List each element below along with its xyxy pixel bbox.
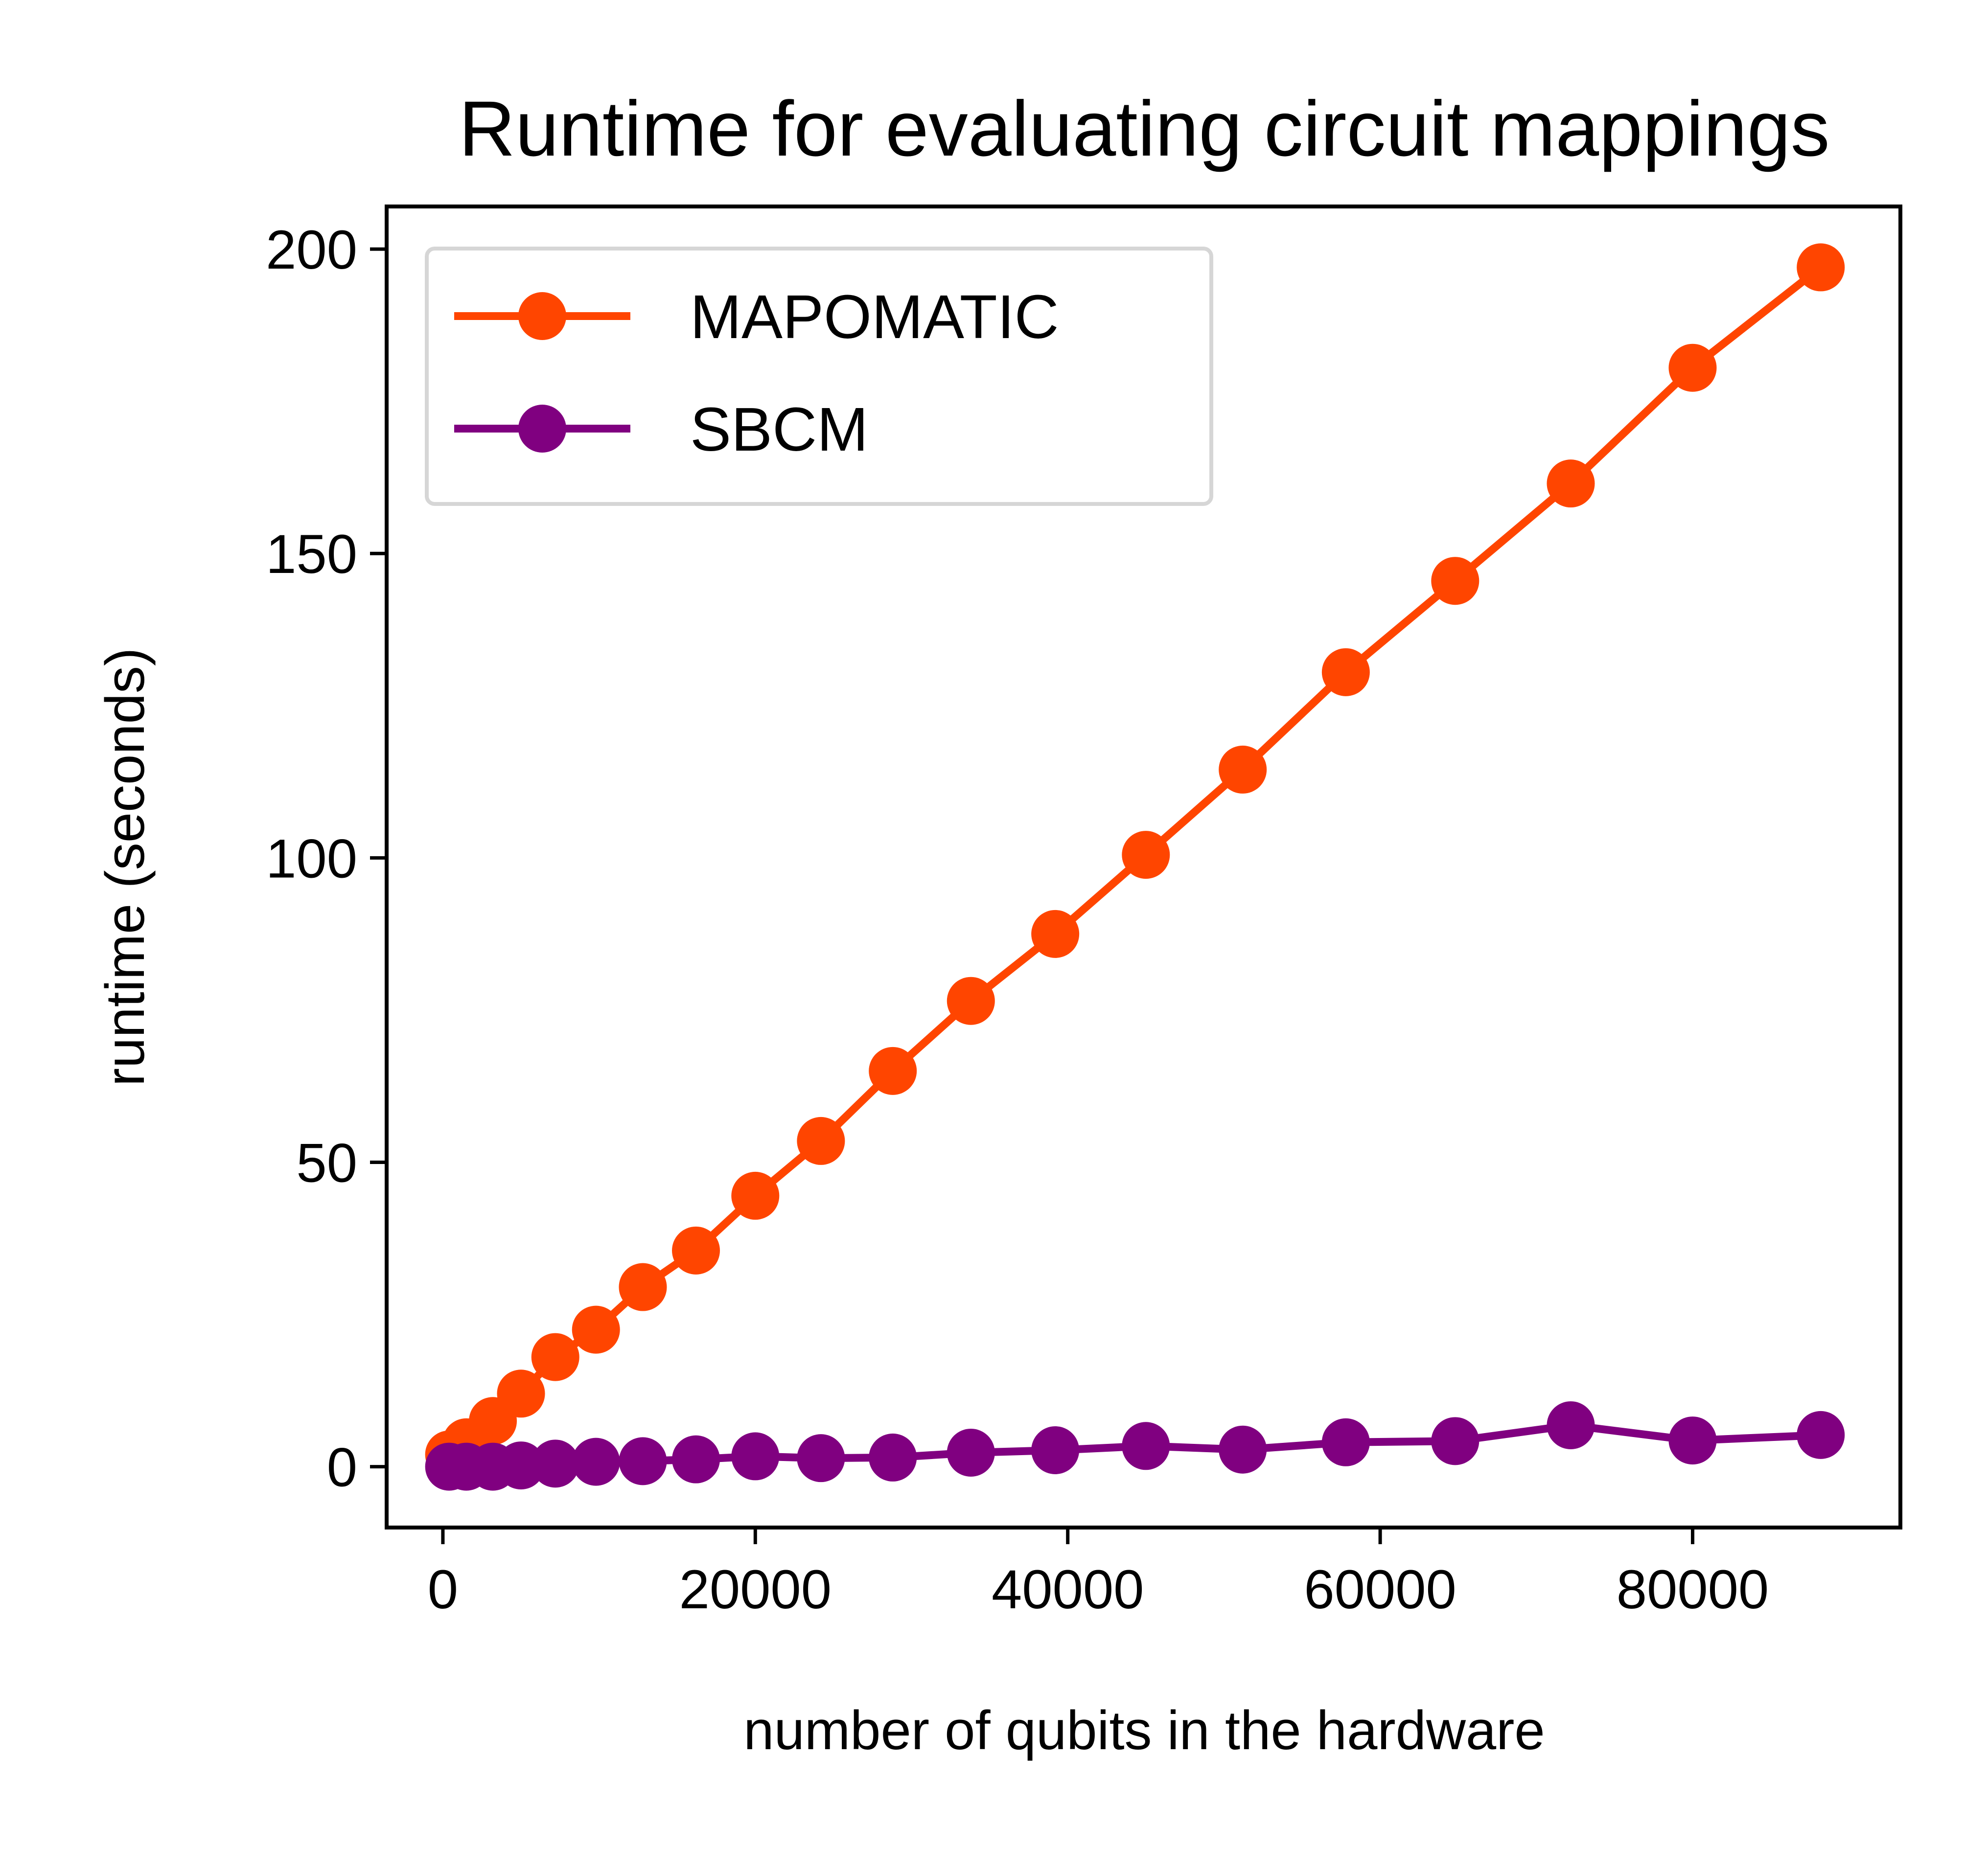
- data-point: [619, 1263, 667, 1311]
- x-tick-label: 60000: [1304, 1559, 1456, 1620]
- data-point: [672, 1435, 720, 1484]
- data-point: [572, 1305, 620, 1354]
- y-tick-label: 150: [266, 524, 357, 585]
- data-point: [1219, 745, 1267, 794]
- data-point: [947, 1428, 995, 1477]
- legend-label: MAPOMATIC: [690, 282, 1059, 351]
- data-point: [1031, 1426, 1080, 1474]
- data-point: [869, 1047, 917, 1095]
- data-point: [497, 1370, 545, 1418]
- x-axis: 0 20000 40000 60000 80000: [428, 1528, 1769, 1620]
- y-axis-label: runtime (seconds): [94, 648, 156, 1086]
- data-point: [1668, 343, 1717, 392]
- data-point: [1031, 910, 1080, 958]
- x-axis-label: number of qubits in the hardware: [743, 1700, 1545, 1761]
- x-tick-label: 0: [428, 1559, 458, 1620]
- data-point: [1431, 557, 1479, 605]
- data-point: [1321, 1418, 1370, 1466]
- plot-frame: [385, 205, 1902, 1529]
- data-point: [1122, 1422, 1170, 1470]
- data-point: [1668, 1416, 1717, 1465]
- plot-area: [425, 243, 1845, 1491]
- data-point: [797, 1434, 845, 1483]
- data-point: [1321, 648, 1370, 696]
- data-point: [619, 1437, 667, 1485]
- legend: MAPOMATIC SBCM: [425, 247, 1213, 506]
- data-point: [531, 1333, 579, 1381]
- data-point: [947, 977, 995, 1025]
- data-point: [1797, 243, 1845, 292]
- data-point: [1547, 1401, 1595, 1449]
- y-axis: 0 50 100 150 200: [266, 219, 387, 1498]
- data-point: [731, 1171, 780, 1220]
- data-point: [1797, 1411, 1845, 1459]
- legend-entry: SBCM: [454, 395, 868, 464]
- chart-title: Runtime for evaluating circuit mappings: [459, 85, 1829, 172]
- y-tick-label: 50: [296, 1132, 357, 1193]
- x-tick-label: 80000: [1617, 1559, 1769, 1620]
- data-point: [1219, 1425, 1267, 1474]
- data-point: [1122, 831, 1170, 879]
- series-sbcm: [425, 1401, 1845, 1491]
- data-point: [797, 1117, 845, 1165]
- data-point: [1547, 459, 1595, 508]
- data-point: [672, 1226, 720, 1275]
- data-point: [572, 1438, 620, 1486]
- legend-entry: MAPOMATIC: [454, 282, 1059, 351]
- data-point: [531, 1439, 579, 1488]
- y-tick-label: 100: [266, 828, 357, 889]
- legend-label: SBCM: [690, 395, 868, 464]
- y-tick-label: 200: [266, 219, 357, 280]
- data-point: [869, 1433, 917, 1482]
- legend-marker: [518, 292, 566, 340]
- x-tick-label: 20000: [679, 1559, 832, 1620]
- legend-marker: [518, 405, 566, 453]
- data-point: [731, 1432, 780, 1481]
- data-point: [497, 1441, 545, 1490]
- data-point: [1431, 1417, 1479, 1465]
- y-tick-label: 0: [327, 1437, 357, 1498]
- x-tick-label: 40000: [992, 1559, 1144, 1620]
